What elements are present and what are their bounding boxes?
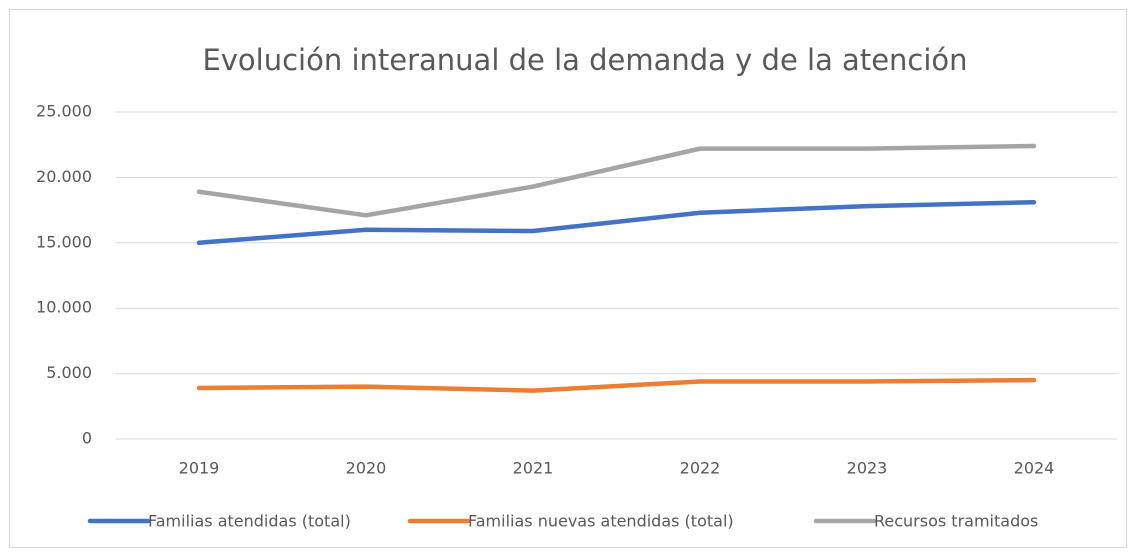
x-tick-label: 2022 (680, 459, 721, 478)
y-tick-label: 15.000 (36, 232, 92, 251)
series-line (196, 200, 1037, 246)
legend-label: Familias atendidas (total) (148, 512, 351, 531)
series-line (196, 377, 1037, 393)
x-tick-label: 2024 (1014, 459, 1055, 478)
legend-label: Familias nuevas atendidas (total) (468, 512, 734, 531)
x-tick-label: 2023 (847, 459, 888, 478)
chart-title: Evolución interanual de la demanda y de … (202, 43, 967, 77)
y-tick-label: 20.000 (36, 167, 92, 186)
chart-border (9, 9, 1127, 548)
y-tick-label: 5.000 (46, 363, 92, 382)
y-tick-label: 10.000 (36, 298, 92, 317)
y-tick-label: 25.000 (36, 102, 92, 121)
y-tick-label: 0 (82, 429, 92, 448)
x-tick-label: 2020 (346, 459, 387, 478)
x-tick-label: 2019 (179, 459, 220, 478)
legend-label: Recursos tramitados (874, 512, 1038, 531)
series-line (196, 143, 1037, 218)
x-tick-label: 2021 (513, 459, 554, 478)
